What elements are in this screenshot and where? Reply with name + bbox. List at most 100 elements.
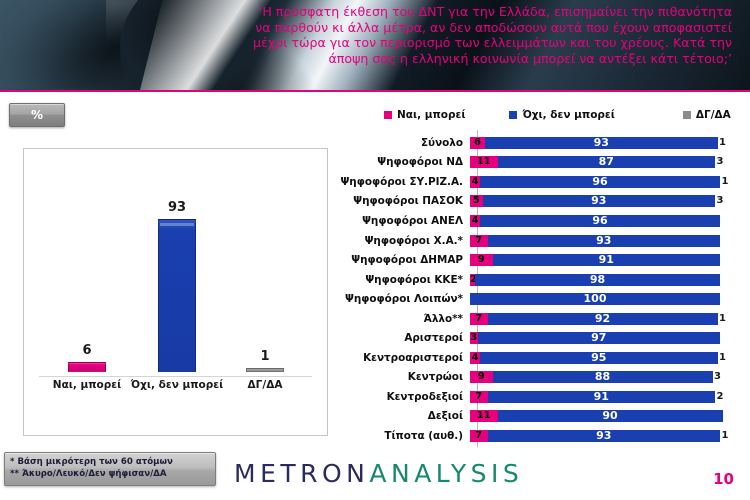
stacked-segment-dkda-value: 3: [716, 156, 724, 168]
column-chart-plot-area: 6 Ναι, μπορεί 93 Όχι, δεν μπορεί 1 ΔΓ/ΔΑ: [25, 150, 326, 434]
stacked-segment-no: 91: [487, 389, 715, 403]
stacked-segment-yes-value: 7: [475, 312, 483, 324]
stacked-segment-dkda-value: 1: [719, 351, 726, 363]
stacked-segment-no: 93: [482, 194, 715, 208]
stacked-segment-no: 100: [470, 292, 720, 306]
stacked-segment-no-value: 93: [591, 194, 607, 208]
stacked-bar-row: Ψηφοφόροι Λοιπών* 100: [330, 289, 745, 309]
stacked-segment-yes: 7: [470, 312, 488, 325]
stacked-segment-yes-value: 4: [471, 175, 479, 187]
stacked-bar-category-label: Σύνολο: [420, 136, 463, 149]
stacked-segment-dkda-value: 1: [719, 136, 726, 148]
stacked-segment-no-value: 95: [591, 350, 607, 364]
stacked-segment-dkda-value: 2: [716, 390, 724, 402]
stacked-segment-yes: 9: [470, 254, 493, 267]
column-bar-fill: [68, 362, 106, 372]
stacked-segment-yes-value: 2: [470, 273, 477, 285]
stacked-bar-category-label: Κεντρώοι: [407, 371, 463, 384]
stacked-segment-yes: 7: [470, 234, 488, 247]
stacked-segment-no-value: 93: [593, 135, 609, 149]
stacked-bar-category-label: Ψηφοφόροι ΑΝΕΛ: [362, 214, 463, 227]
stacked-segment-yes-value: 6: [474, 136, 481, 148]
stacked-segment-no: 93: [485, 135, 718, 149]
stacked-segment-yes-value: 7: [475, 390, 483, 402]
stacked-bar-track: 5 93 3: [470, 194, 723, 208]
stacked-segment-yes-value: 11: [476, 410, 491, 422]
footnotes-box: * Βάση μικρότερη των 60 ατόμων ** Άκυρο/…: [4, 452, 216, 486]
total-column-chart: 6 Ναι, μπορεί 93 Όχι, δεν μπορεί 1 ΔΓ/ΔΑ: [23, 148, 328, 436]
stacked-bar-category-label: Ψηφοφόροι ΔΗΜΑΡ: [351, 254, 463, 267]
stacked-bar-row: Αριστεροί 3 97: [330, 329, 745, 349]
stacked-segment-no-value: 96: [592, 174, 608, 188]
stacked-segment-dkda-value: 1: [721, 430, 729, 441]
stacked-segment-yes: 9: [470, 371, 493, 384]
stacked-segment-dkda-value: 1: [721, 175, 729, 187]
stacked-bar-track: 7 93 1: [470, 429, 728, 442]
stacked-segment-yes: 4: [470, 175, 480, 188]
stacked-segment-no-value: 96: [592, 213, 608, 227]
column-bar-2: 93 Όχι, δεν μπορεί: [131, 200, 223, 391]
stacked-segment-yes-value: 9: [477, 254, 485, 266]
stacked-bar-category-label: Αριστεροί: [404, 332, 463, 345]
stacked-segment-yes: 4: [470, 214, 480, 227]
stacked-segment-no-value: 93: [596, 233, 612, 247]
stacked-segment-no: 93: [487, 233, 720, 247]
stacked-segment-no-value: 97: [591, 331, 607, 345]
stacked-bar-track: 2 98: [470, 272, 720, 286]
column-bar-value-label: 1: [260, 349, 270, 364]
column-bar-category-label: ΔΓ/ΔΑ: [247, 379, 283, 391]
stacked-bar-category-label: Ψηφοφόροι ΠΑΣΟΚ: [353, 195, 463, 208]
stacked-bar-row: Άλλο** 7 92 1: [330, 309, 745, 329]
stacked-bar-row: Κεντροαριστεροί 4 95 1: [330, 348, 745, 368]
stacked-bar-row: Ψηφοφόροι ΣΥ.ΡΙΖ.Α. 4 96 1: [330, 172, 745, 192]
footnote-2: ** Άκυρο/Λευκό/Δεν ψήφισαν/ΔΑ: [10, 469, 167, 479]
footnote-1: * Βάση μικρότερη των 60 ατόμων: [10, 457, 173, 467]
stacked-bar-category-label: Ψηφοφόροι ΚΚΕ*: [365, 273, 463, 286]
column-chart-baseline: [39, 376, 312, 377]
legend-item-label: Ναι, μπορεί: [397, 109, 466, 121]
stacked-bar-track: 4 96 1: [470, 174, 728, 188]
stacked-segment-no-value: 87: [598, 155, 614, 169]
stacked-chart-category-axis: [477, 130, 478, 447]
stacked-segment-yes-value: 9: [477, 371, 485, 383]
stacked-segment-no-value: 98: [589, 272, 606, 286]
stacked-segment-no-value: 90: [602, 409, 618, 423]
stacked-bar-track: 4 95 1: [470, 350, 726, 364]
stacked-bar-track: 7 92 1: [470, 311, 726, 325]
stacked-segment-yes-value: 4: [471, 214, 479, 226]
slide-header-banner: ‘Η πρόσφατη έκθεση του ΔΝΤ για την Ελλάδ…: [0, 0, 750, 92]
stacked-segment-dkda-value: 3: [716, 195, 724, 207]
survey-question-title: ‘Η πρόσφατη έκθεση του ΔΝΤ για την Ελλάδ…: [253, 4, 732, 66]
stacked-segment-no: 91: [492, 253, 720, 267]
stacked-segment-no: 96: [480, 213, 720, 227]
stacked-segment-no-value: 91: [593, 389, 609, 403]
stacked-bar-category-label: Ψηφοφόροι ΝΔ: [377, 156, 463, 169]
column-bar-value-label: 93: [167, 200, 187, 215]
stacked-segment-no-value: 100: [583, 292, 607, 306]
stacked-bar-row: Ψηφοφόροι ΑΝΕΛ 4 96: [330, 211, 745, 231]
stacked-chart-legend: Ναι, μπορεί Όχι, δεν μπορεί ΔΓ/ΔΑ: [384, 105, 732, 125]
legend-item-1[interactable]: Ναι, μπορεί: [384, 109, 465, 121]
stacked-bar-row: Δεξιοί 11 90: [330, 407, 745, 427]
legend-item-3[interactable]: ΔΓ/ΔΑ: [682, 109, 731, 121]
stacked-bar-track: 3 97: [470, 331, 720, 345]
column-bar-category-label: Όχι, δεν μπορεί: [130, 379, 224, 391]
stacked-segment-yes: 6: [470, 136, 485, 149]
stacked-segment-no: 92: [487, 311, 718, 325]
stacked-bar-track: 7 91 2: [470, 389, 723, 403]
stacked-segment-yes: 7: [470, 430, 488, 442]
stacked-bar-category-label: Ψηφοφόροι ΣΥ.ΡΙΖ.Α.: [340, 175, 463, 188]
stacked-bar-track: 100: [470, 292, 720, 306]
stacked-bar-row: Ψηφοφόροι Χ.Α.* 7 93: [330, 231, 745, 251]
stacked-segment-yes-value: 7: [475, 234, 483, 246]
page-number: 10: [713, 470, 734, 488]
legend-item-label: Όχι, δεν μπορεί: [522, 109, 615, 121]
stacked-bar-row: Ψηφοφόροι ΝΔ 11 87 3: [330, 153, 745, 173]
stacked-segment-yes-value: 3: [470, 332, 478, 344]
breakdown-stacked-bar-chart: Σύνολο 6 93 1 Ψηφοφόροι ΝΔ 11 87 3 Ψηφοφόροι ΣΥ.…: [330, 130, 745, 447]
stacked-bar-track: 7 93: [470, 233, 720, 247]
stacked-segment-yes: 11: [470, 410, 498, 423]
stacked-segment-no-value: 92: [594, 311, 611, 325]
legend-item-2[interactable]: Όχι, δεν μπορεί: [509, 109, 615, 121]
stacked-segment-no: 93: [487, 429, 720, 442]
